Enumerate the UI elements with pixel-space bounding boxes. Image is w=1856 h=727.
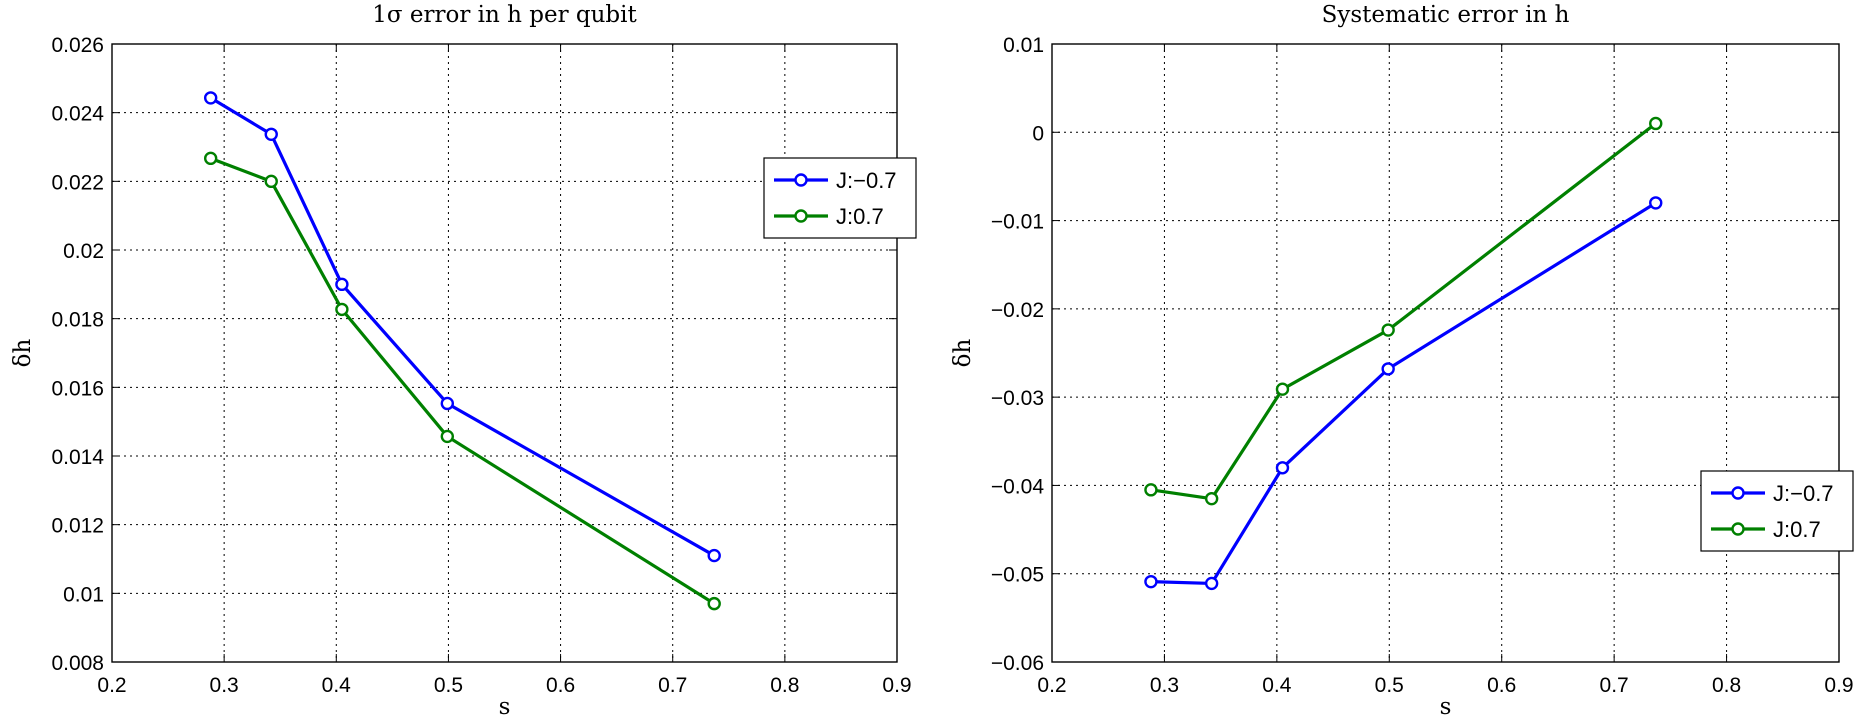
data-point <box>1381 362 1395 376</box>
x-tick-label: 0.5 <box>1375 674 1404 697</box>
x-tick-label: 0.7 <box>1600 674 1629 697</box>
x-axis-label: s <box>1440 694 1452 720</box>
data-point <box>1649 116 1663 131</box>
y-tick-label: 0.01 <box>1003 34 1044 57</box>
x-tick-label: 0.8 <box>1712 674 1741 697</box>
data-point <box>1144 483 1158 497</box>
x-tick-label: 0.3 <box>1150 674 1179 697</box>
y-tick-label: 0.016 <box>51 377 104 400</box>
chart-title: Systematic error in h <box>1322 2 1570 28</box>
data-point <box>1649 196 1663 210</box>
y-tick-label: 0.012 <box>51 515 104 538</box>
plot-frame <box>1051 43 1840 663</box>
y-tick-label: 0.01 <box>63 583 104 606</box>
data-point <box>1275 382 1290 396</box>
legend-marker <box>1731 486 1745 500</box>
legend-marker <box>794 173 808 187</box>
data-point <box>203 91 218 105</box>
data-point <box>1381 323 1395 337</box>
y-tick-label: −0.02 <box>991 299 1044 322</box>
data-point <box>440 429 455 444</box>
y-tick-label: −0.05 <box>991 564 1044 587</box>
y-tick-label: −0.03 <box>991 387 1044 410</box>
legend: J:−0.7 J:0.7 <box>763 157 917 239</box>
data-point <box>335 277 349 292</box>
legend-label: J:0.7 <box>1773 517 1821 542</box>
x-tick-label: 0.2 <box>97 674 126 697</box>
data-point <box>264 174 278 189</box>
legend-label: J:0.7 <box>836 204 884 229</box>
y-axis-label: δh <box>950 338 976 367</box>
y-tick-label: −0.04 <box>991 475 1044 498</box>
x-axis-label: s <box>499 694 511 720</box>
legend-label: J:−0.7 <box>1773 481 1834 506</box>
data-point <box>264 127 278 141</box>
chart-1: 0.2 0.3 0.4 0.5 0.6 0.7 0.8 0.9 0.008 0.01 0.012 0.… <box>10 2 917 720</box>
y-tick-label: 0.014 <box>51 446 104 469</box>
x-tick-label: 0.9 <box>1824 674 1853 697</box>
x-tick-label: 0.8 <box>770 674 799 697</box>
data-point <box>335 302 349 317</box>
series-line-2 <box>1150 122 1657 501</box>
x-tick-label: 0.4 <box>1262 674 1292 697</box>
x-tick-label: 0.3 <box>210 674 239 697</box>
y-tick-label: −0.06 <box>991 652 1044 675</box>
data-point <box>1144 574 1158 589</box>
x-tick-label: 0.9 <box>882 674 911 697</box>
legend: J:−0.7 J:0.7 <box>1700 470 1854 552</box>
y-axis-label: δh <box>10 338 36 367</box>
legend-label: J:−0.7 <box>836 168 897 193</box>
x-tick-label: 0.6 <box>546 674 575 697</box>
x-tick-label: 0.5 <box>434 674 463 697</box>
y-tick-label: 0.018 <box>51 309 104 332</box>
series-line-1 <box>209 96 715 557</box>
y-tick-label: 0.008 <box>51 652 104 675</box>
y-tick-label: 0.026 <box>51 34 104 57</box>
legend-marker <box>1731 522 1745 536</box>
x-tick-label: 0.7 <box>658 674 687 697</box>
x-tick-label: 0.4 <box>322 674 352 697</box>
series-line-1 <box>1150 201 1657 586</box>
data-point <box>440 396 455 411</box>
chart-title: 1σ error in h per qubit <box>372 2 637 28</box>
y-tick-label: −0.01 <box>991 211 1044 234</box>
series-line-2 <box>210 156 716 605</box>
legend-marker <box>794 209 808 223</box>
data-point <box>1204 576 1219 591</box>
x-tick-label: 0.2 <box>1037 674 1066 697</box>
data-point <box>1204 491 1219 506</box>
x-tick-label: 0.6 <box>1487 674 1516 697</box>
data-point <box>1275 461 1290 475</box>
plot-frame <box>111 43 898 663</box>
y-tick-label: 0.022 <box>51 171 104 194</box>
y-tick-label: 0.02 <box>63 240 104 263</box>
data-point <box>203 151 218 166</box>
y-tick-label: 0.024 <box>51 103 104 126</box>
data-point <box>707 596 721 611</box>
legend-box <box>1700 470 1854 552</box>
data-point <box>707 548 721 563</box>
legend-box <box>763 157 917 239</box>
y-tick-label: 0 <box>1032 122 1044 145</box>
chart-2: 0.2 0.3 0.4 0.5 0.6 0.7 0.8 0.9 −0.06 −0.05 −0.04 −… <box>950 2 1854 720</box>
